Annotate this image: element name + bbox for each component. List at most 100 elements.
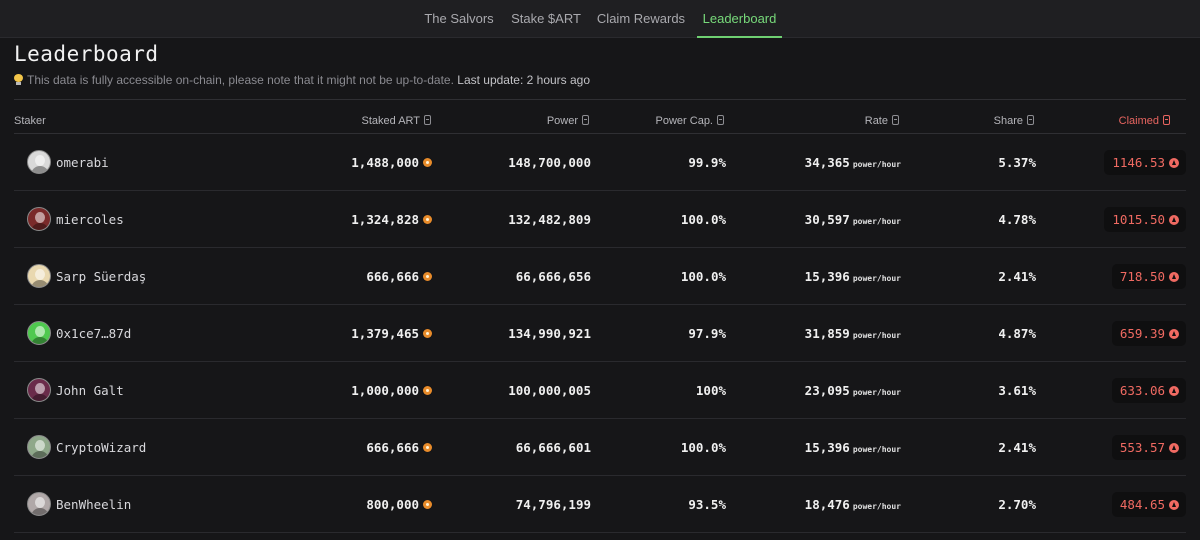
staker-name[interactable]: CryptoWizard: [56, 440, 147, 455]
staker-name[interactable]: omerabi: [56, 155, 109, 170]
staker-name[interactable]: John Galt: [56, 383, 124, 398]
share-value: 2.41%: [998, 269, 1036, 284]
claimed-amount: 718.50: [1119, 269, 1165, 284]
data-notice: This data is fully accessible on-chain, …: [14, 73, 590, 87]
claimed-badge: 484.65: [1111, 492, 1186, 517]
avatar[interactable]: [27, 207, 51, 231]
sort-icon[interactable]: [1163, 115, 1170, 125]
claimed-badge: 633.06: [1111, 378, 1186, 403]
power-value: 148,700,000: [508, 155, 591, 170]
power-value: 66,666,601: [515, 440, 591, 455]
art-coin-icon: [423, 500, 432, 509]
tab-stake-art[interactable]: Stake $ART: [511, 11, 581, 26]
rate-unit: power/hour: [852, 331, 901, 340]
column-header-power-cap-label: Power Cap.: [655, 115, 713, 127]
power-value: 132,482,809: [508, 212, 591, 227]
staked-art-value: 1,488,000: [351, 134, 432, 191]
art-coin-icon: [423, 443, 432, 452]
rate-unit: power/hour: [852, 388, 901, 397]
column-header-rate-label: Rate: [864, 115, 888, 127]
staker-name[interactable]: BenWheelin: [56, 497, 132, 512]
sort-icon[interactable]: [892, 115, 899, 125]
rate-value: 15,396 power/hour: [805, 248, 901, 305]
tab-the-salvors[interactable]: The Salvors: [424, 11, 494, 26]
rate-value: 15,396 power/hour: [805, 419, 901, 476]
power-value: 100,000,005: [508, 383, 591, 398]
claim-token-icon: [1169, 215, 1179, 225]
staker-name[interactable]: Sarp Süerdaş: [56, 269, 147, 284]
power-value: 134,990,921: [508, 326, 591, 341]
table-row: CryptoWizard 666,666 66,666,601 100.0% 1…: [14, 419, 1186, 476]
claimed-badge: 718.50: [1111, 264, 1186, 289]
staked-art-value: 1,000,000: [351, 362, 432, 419]
column-header-power[interactable]: Power: [547, 115, 589, 127]
staked-art-amount: 666,666: [366, 269, 419, 284]
rate-amount: 34,365: [804, 155, 850, 170]
claim-token-icon: [1169, 500, 1179, 510]
power-cap-value: 100.0%: [680, 440, 726, 455]
column-header-power-cap[interactable]: Power Cap.: [656, 115, 724, 127]
page-title: Leaderboard: [14, 42, 159, 66]
rate-value: 18,476 power/hour: [805, 476, 901, 533]
column-header-rate[interactable]: Rate: [865, 115, 899, 127]
art-coin-icon: [423, 272, 432, 281]
sort-icon[interactable]: [1027, 115, 1034, 125]
staked-art-value: 666,666: [366, 248, 432, 305]
rate-amount: 18,476: [804, 497, 850, 512]
power-cap-value: 100.0%: [680, 269, 726, 284]
rate-unit: power/hour: [852, 445, 901, 454]
rate-amount: 30,597: [804, 212, 850, 227]
staked-art-amount: 1,324,828: [351, 212, 419, 227]
tab-claim-rewards[interactable]: Claim Rewards: [596, 11, 686, 26]
share-value: 2.70%: [998, 497, 1036, 512]
column-header-claimed[interactable]: Claimed: [1119, 115, 1170, 127]
share-value: 5.37%: [998, 155, 1036, 170]
power-value: 66,666,656: [515, 269, 591, 284]
staked-art-amount: 1,379,465: [351, 326, 419, 341]
column-header-staked-art[interactable]: Staked ART: [362, 115, 431, 127]
avatar[interactable]: [27, 435, 51, 459]
claimed-amount: 484.65: [1119, 497, 1165, 512]
avatar[interactable]: [27, 264, 51, 288]
rate-unit: power/hour: [852, 274, 901, 283]
claimed-badge: 1146.53: [1104, 150, 1186, 175]
rate-amount: 15,396: [804, 440, 850, 455]
table-row: John Galt 1,000,000 100,000,005 100% 23,…: [14, 362, 1186, 419]
staked-art-value: 1,379,465: [351, 305, 432, 362]
tab-leaderboard[interactable]: Leaderboard: [697, 0, 782, 38]
claim-token-icon: [1169, 386, 1179, 396]
staker-name[interactable]: miercoles: [56, 212, 124, 227]
column-header-share[interactable]: Share: [994, 115, 1034, 127]
avatar[interactable]: [27, 321, 51, 345]
power-value: 74,796,199: [515, 497, 591, 512]
power-cap-value: 93.5%: [688, 497, 726, 512]
table-row: miercoles 1,324,828 132,482,809 100.0% 3…: [14, 191, 1186, 248]
power-cap-value: 100.0%: [680, 212, 726, 227]
art-coin-icon: [423, 386, 432, 395]
staker-name[interactable]: 0x1ce7…87d: [56, 326, 132, 341]
table-row: Sarp Süerdaş 666,666 66,666,656 100.0% 1…: [14, 248, 1186, 305]
claimed-amount: 1146.53: [1112, 155, 1165, 170]
notice-text: This data is fully accessible on-chain, …: [27, 73, 454, 87]
sort-icon[interactable]: [424, 115, 431, 125]
avatar[interactable]: [27, 492, 51, 516]
sort-icon[interactable]: [582, 115, 589, 125]
last-update: Last update: 2 hours ago: [457, 73, 591, 87]
art-coin-icon: [423, 158, 432, 167]
rate-amount: 15,396: [804, 269, 850, 284]
table-row: 0x1ce7…87d 1,379,465 134,990,921 97.9% 3…: [14, 305, 1186, 362]
column-header-claimed-label: Claimed: [1118, 115, 1159, 127]
sort-icon[interactable]: [717, 115, 724, 125]
rate-value: 34,365 power/hour: [805, 134, 901, 191]
table-row: BenWheelin 800,000 74,796,199 93.5% 18,4…: [14, 476, 1186, 533]
avatar[interactable]: [27, 378, 51, 402]
rate-amount: 23,095: [804, 383, 850, 398]
rate-unit: power/hour: [852, 160, 901, 169]
art-coin-icon: [423, 215, 432, 224]
top-navigation: The Salvors Stake $ART Claim Rewards Lea…: [0, 0, 1200, 38]
lightbulb-icon: [14, 74, 23, 85]
claimed-amount: 633.06: [1119, 383, 1165, 398]
claimed-amount: 553.57: [1119, 440, 1165, 455]
avatar[interactable]: [27, 150, 51, 174]
claimed-badge: 659.39: [1111, 321, 1186, 346]
